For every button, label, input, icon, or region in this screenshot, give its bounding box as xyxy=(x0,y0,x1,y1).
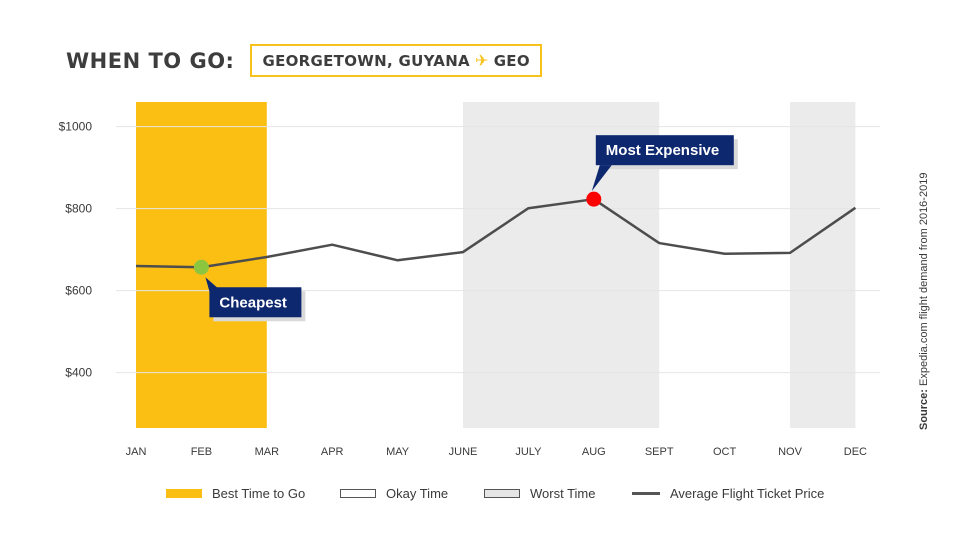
x-tick-label: SEPT xyxy=(645,446,674,458)
most-expensive-marker xyxy=(586,191,602,207)
x-tick-label: OCT xyxy=(713,446,737,458)
legend-item-line: Average Flight Ticket Price xyxy=(632,484,824,502)
price-line xyxy=(135,197,857,269)
x-tick-label: APR xyxy=(321,446,344,458)
okay-swatch xyxy=(340,488,376,498)
source-label: Source: xyxy=(918,389,930,430)
x-tick-label: FEB xyxy=(191,446,212,458)
cheapest-marker xyxy=(193,259,209,275)
x-tick-label: AUG xyxy=(582,446,606,458)
x-tick-label: NOV xyxy=(778,446,803,458)
y-tick-label: $600 xyxy=(65,284,92,298)
destination-city: GEORGETOWN, GUYANA xyxy=(262,51,470,70)
x-tick-label: MAY xyxy=(386,446,410,458)
y-tick-label: $1000 xyxy=(59,120,93,134)
legend-label-line: Average Flight Ticket Price xyxy=(670,485,825,501)
airport-code: GEO xyxy=(493,51,530,70)
callout-box xyxy=(209,287,302,318)
source-text: Expedia.com flight demand from 2016-2019 xyxy=(918,172,930,386)
x-tick-label: JAN xyxy=(126,446,147,458)
destination-badge: GEORGETOWN, GUYANA ✈ GEO xyxy=(250,44,542,77)
airplane-icon: ✈ xyxy=(474,51,489,70)
most-expensive-label: Most Expensive xyxy=(606,142,719,159)
x-tick-label: MAR xyxy=(255,446,280,458)
best-swatch xyxy=(166,488,202,498)
x-tick-label: DEC xyxy=(844,446,867,458)
callout-box xyxy=(595,135,734,166)
x-tick-label: JULY xyxy=(515,446,542,458)
page-title: WHEN TO GO: xyxy=(66,48,235,73)
worst-swatch xyxy=(484,488,520,498)
line-swatch xyxy=(632,491,660,495)
legend-item-okay: Okay Time xyxy=(340,484,448,502)
x-tick-label: JUNE xyxy=(449,446,478,458)
y-tick-label: $800 xyxy=(65,202,92,216)
legend-item-best: Best Time to Go xyxy=(166,484,305,502)
cheapest-label: Cheapest xyxy=(219,294,287,311)
legend-item-worst: Worst Time xyxy=(484,484,596,502)
source-note: Source: Expedia.com flight demand from 2… xyxy=(918,173,930,430)
legend-label-best: Best Time to Go xyxy=(212,485,306,501)
callout-pointer xyxy=(591,165,612,192)
y-tick-label: $400 xyxy=(65,366,92,380)
chart-header: WHEN TO GO: GEORGETOWN, GUYANA ✈ GEO xyxy=(66,44,542,77)
legend-label-worst: Worst Time xyxy=(530,485,596,501)
band-worst xyxy=(790,102,856,428)
legend-label-okay: Okay Time xyxy=(386,485,449,501)
